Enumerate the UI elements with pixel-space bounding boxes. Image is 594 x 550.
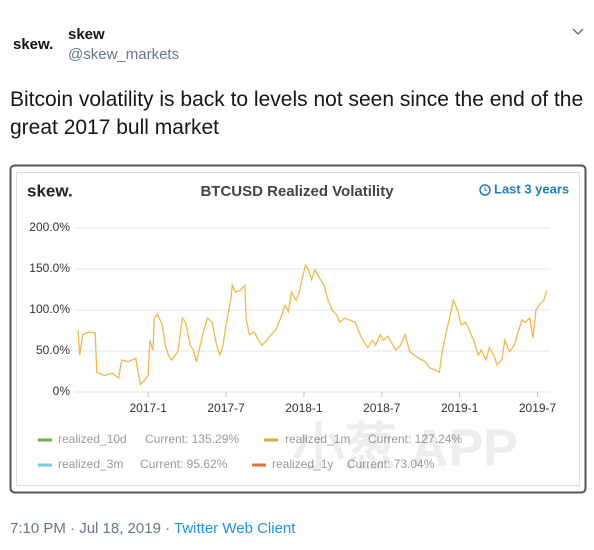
series-line [77,263,548,386]
legend-current: Current: 95.62% [140,457,228,471]
x-tick-label: 2019-1 [441,401,479,415]
range-button[interactable]: Last 3 years [494,181,569,196]
avatar-logo[interactable]: skew. [13,36,54,53]
legend-name: realized_3m [58,457,123,471]
legend-name: realized_1m [285,432,350,446]
tweet-text: Bitcoin volatility is back to levels not… [10,88,584,139]
x-tick-label: 2019-7 [519,401,557,415]
clock-icon [479,184,491,196]
chart-panel [16,172,580,486]
legend-current: Current: 127.24% [368,432,462,446]
chart-logo: skew. [27,181,73,200]
x-tick-label: 2018-1 [285,401,323,415]
legend-name: realized_10d [58,432,127,446]
watermark: 小葱 APP [292,420,517,478]
chart-title: BTCUSD Realized Volatility [200,183,394,200]
y-tick-label: 150.0% [29,261,70,275]
legend-current: Current: 135.29% [145,432,239,446]
y-tick-label: 50.0% [36,343,70,357]
clock-hands [484,187,488,192]
tweet-footer: 7:10 PM · Jul 18, 2019 · Twitter Web Cli… [10,520,295,537]
y-tick-label: 0% [53,384,71,398]
user-name[interactable]: skew [68,26,105,43]
source-link[interactable]: Twitter Web Client [174,520,296,537]
legend-current: Current: 73.04% [347,457,435,471]
x-tick-label: 2017-1 [130,401,168,415]
y-tick-label: 100.0% [29,302,70,316]
x-tick-label: 2018-7 [363,401,401,415]
timestamp[interactable]: 7:10 PM · Jul 18, 2019 · [10,520,171,537]
y-tick-label: 200.0% [29,220,70,234]
chart-card[interactable]: skew. BTCUSD Realized Volatility Last 3 … [0,0,594,500]
legend-name: realized_1y [272,457,333,471]
x-tick-label: 2017-7 [207,401,245,415]
menu-chevron[interactable] [572,28,584,36]
user-handle[interactable]: @skew_markets [68,46,180,63]
